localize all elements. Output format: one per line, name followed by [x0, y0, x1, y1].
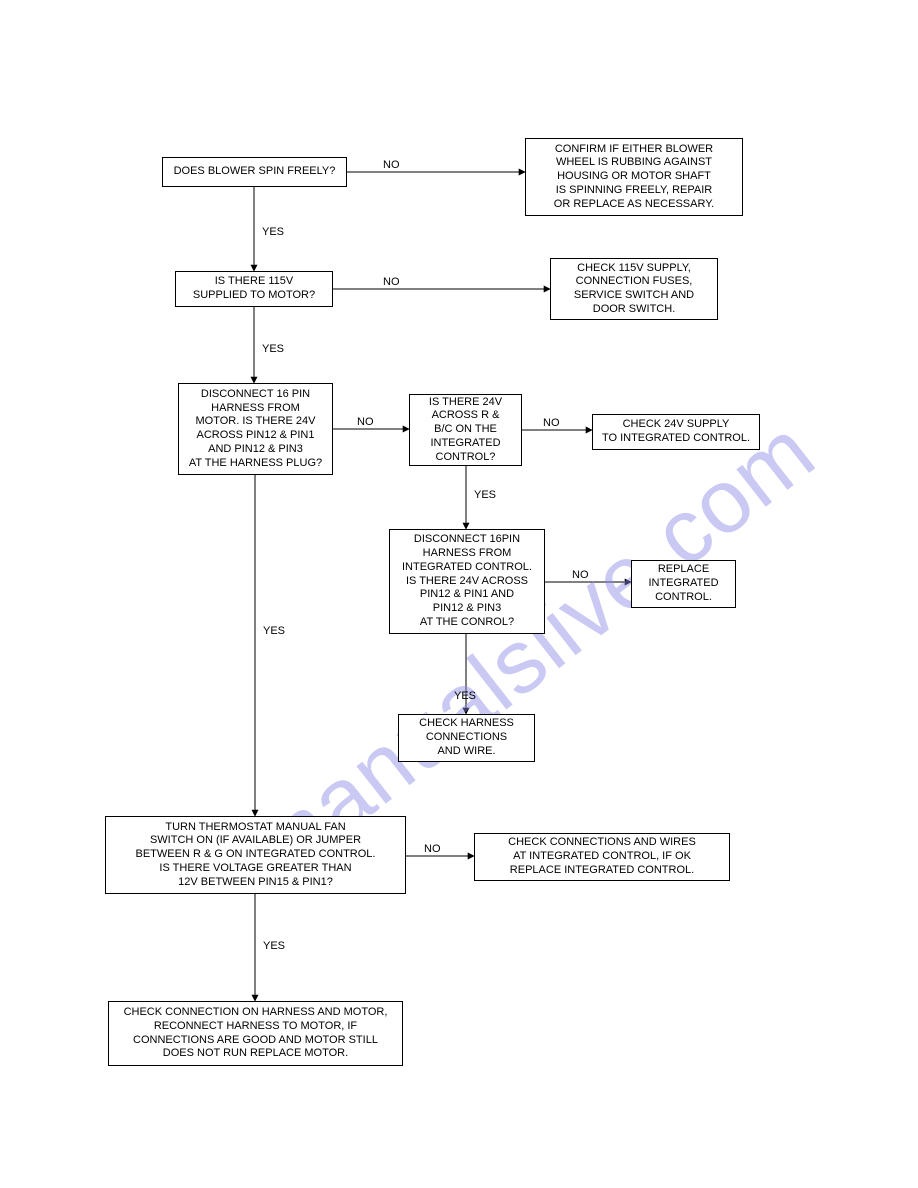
flowchart-node: TURN THERMOSTAT MANUAL FAN SWITCH ON (IF…	[105, 816, 406, 894]
flowchart-node: CHECK 115V SUPPLY, CONNECTION FUSES, SER…	[550, 258, 718, 320]
flowchart-edge-label: NO	[424, 843, 441, 855]
flowchart-node: DISCONNECT 16PIN HARNESS FROM INTEGRATED…	[389, 529, 545, 634]
flowchart-edge-label: YES	[262, 343, 284, 355]
flowchart-node: IS THERE 115V SUPPLIED TO MOTOR?	[175, 271, 333, 307]
flowchart-edge-label: NO	[383, 276, 400, 288]
flowchart-edge-label: NO	[357, 416, 374, 428]
flowchart-node: CHECK HARNESS CONNECTIONS AND WIRE.	[398, 714, 535, 762]
flowchart-node: REPLACE INTEGRATED CONTROL.	[631, 560, 736, 608]
flowchart-node: DISCONNECT 16 PIN HARNESS FROM MOTOR. IS…	[178, 383, 333, 475]
flowchart-node: CONFIRM IF EITHER BLOWER WHEEL IS RUBBIN…	[525, 138, 743, 216]
flowchart-edge-label: NO	[383, 159, 400, 171]
flowchart-node: CHECK CONNECTIONS AND WIRES AT INTEGRATE…	[474, 833, 730, 881]
flowchart-node: DOES BLOWER SPIN FREELY?	[162, 157, 347, 187]
flowchart-edge-label: YES	[263, 940, 285, 952]
flowchart-node: CHECK CONNECTION ON HARNESS AND MOTOR, R…	[108, 1001, 403, 1066]
flowchart-edge-label: NO	[543, 417, 560, 429]
flowchart-edge-label: YES	[263, 625, 285, 637]
flowchart-edge-label: YES	[454, 690, 476, 702]
flowchart-edge-label: NO	[572, 569, 589, 581]
flowchart-node: IS THERE 24V ACROSS R & B/C ON THE INTEG…	[409, 394, 522, 466]
flowchart-edge-label: YES	[262, 226, 284, 238]
flowchart-edge-label: YES	[474, 489, 496, 501]
flowchart-node: CHECK 24V SUPPLY TO INTEGRATED CONTROL.	[592, 414, 760, 450]
